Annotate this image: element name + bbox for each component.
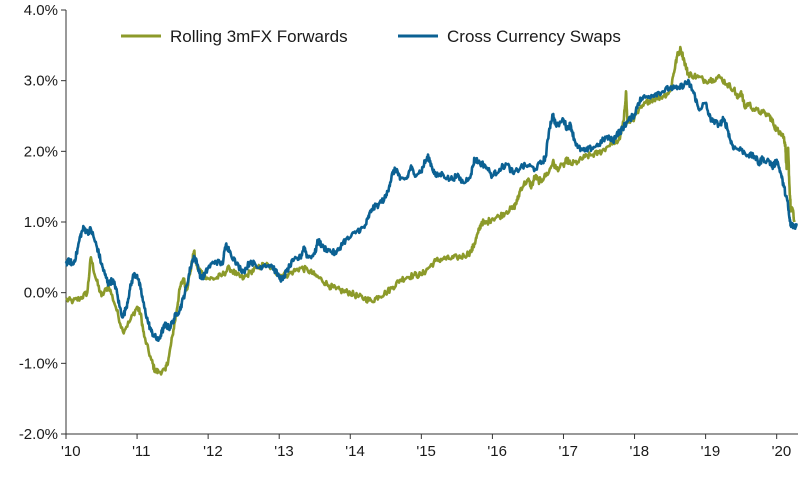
x-tick-label: '17 [558, 443, 578, 460]
legend-label-cross-currency-swaps: Cross Currency Swaps [447, 27, 621, 46]
x-tick-label: '18 [630, 443, 650, 460]
legend: Rolling 3mFX Forwards Cross Currency Swa… [121, 27, 621, 46]
y-tick-label: 4.0% [24, 2, 58, 19]
legend-label-rolling-3mfx-forwards: Rolling 3mFX Forwards [170, 27, 348, 46]
x-tick-label: '10 [61, 443, 81, 460]
x-tick-label: '14 [345, 443, 365, 460]
x-tick-label: '19 [701, 443, 721, 460]
y-tick-label: 0.0% [24, 285, 58, 302]
series-line-rolling-3mfx-forwards [65, 45, 796, 376]
x-axis: '10 '11 '12 '13 '14 '15 '16 '17 '18 '19 '20 [61, 433, 798, 460]
x-tick-label: '15 [416, 443, 436, 460]
y-tick-label: 2.0% [24, 143, 58, 160]
y-tick-label: -2.0% [19, 426, 58, 443]
series-line-cross-currency-swaps [64, 78, 798, 343]
x-tick-label: '20 [772, 443, 792, 460]
plot-area [64, 45, 798, 376]
x-tick-label: '13 [274, 443, 294, 460]
x-tick-label: '12 [203, 443, 223, 460]
y-tick-label: 1.0% [24, 214, 58, 231]
x-tick-label: '16 [487, 443, 507, 460]
y-axis: 4.0% 3.0% 2.0% 1.0% 0.0% -1.0% -2.0% [19, 2, 67, 443]
y-tick-label: -1.0% [19, 355, 58, 372]
y-tick-label: 3.0% [24, 73, 58, 90]
x-tick-label: '11 [132, 443, 150, 460]
